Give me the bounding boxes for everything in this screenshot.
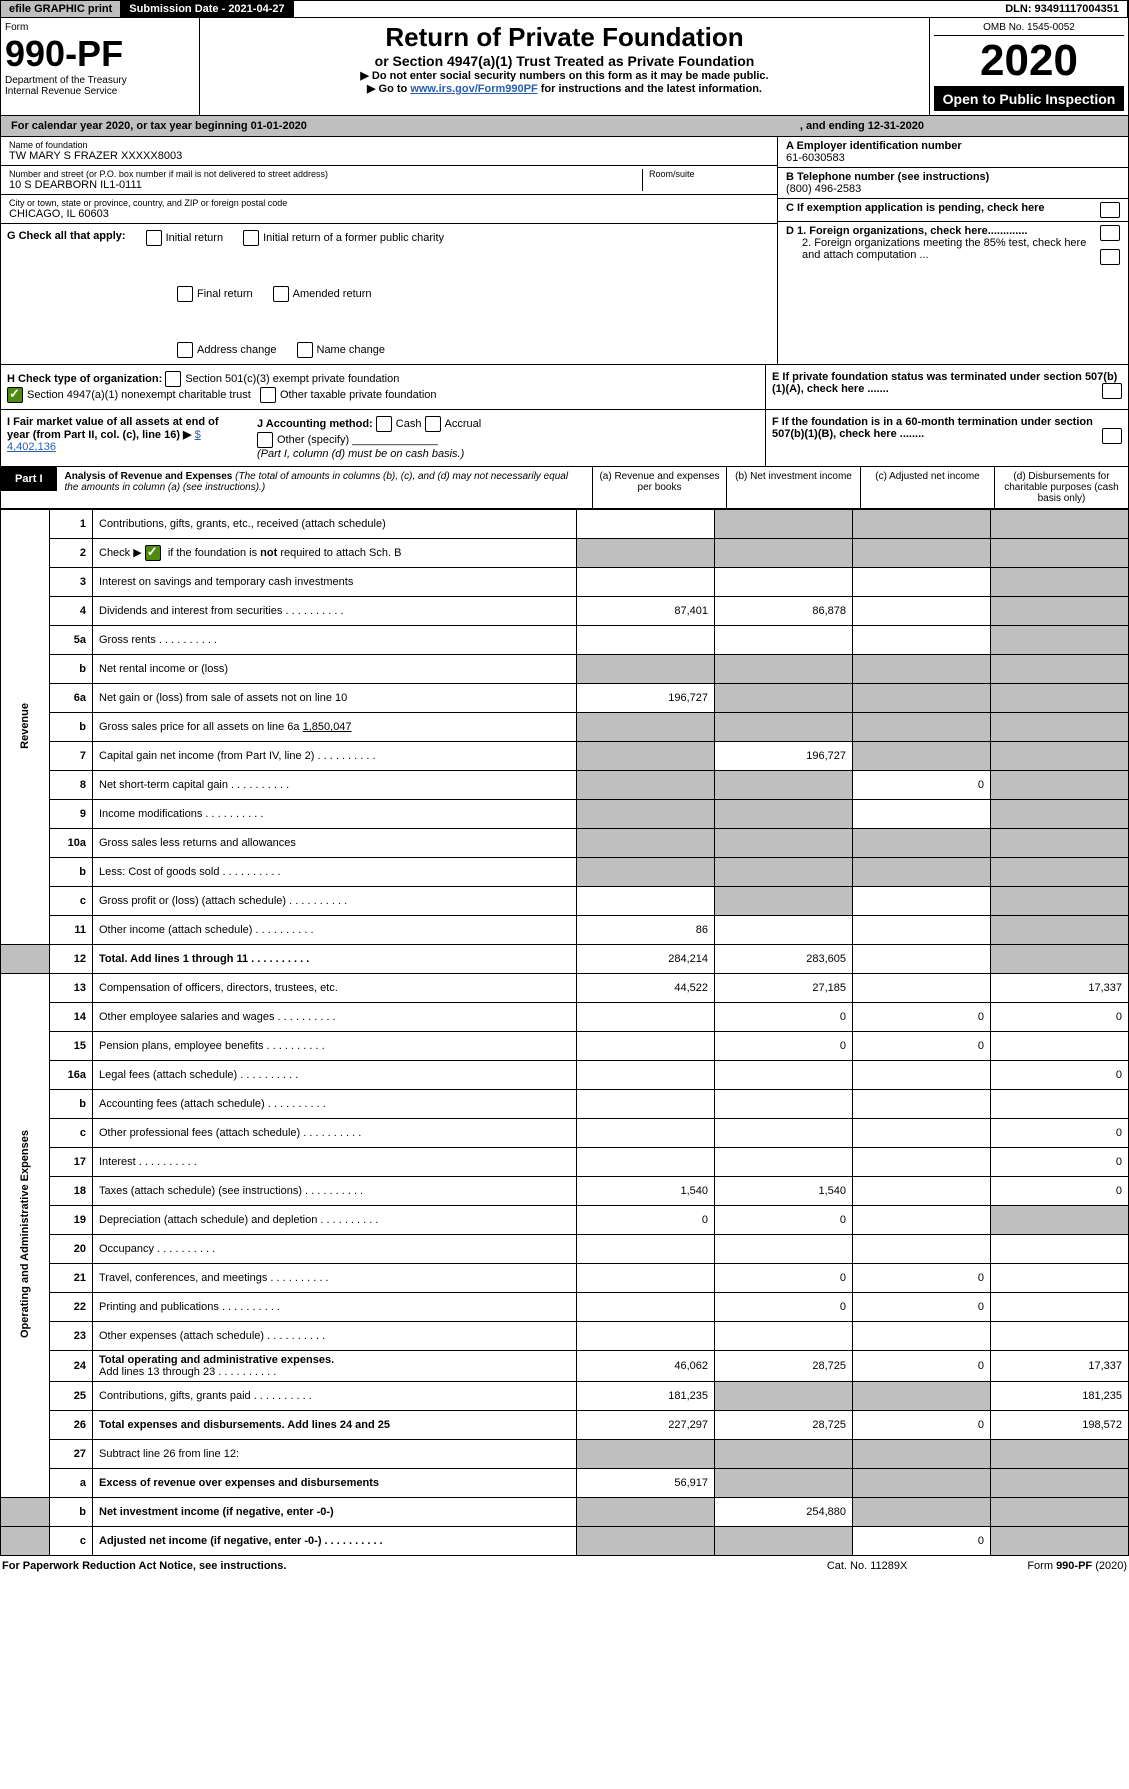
- amended-return-checkbox[interactable]: [273, 286, 289, 302]
- ssn-warning: ▶ Do not enter social security numbers o…: [204, 69, 925, 82]
- open-public: Open to Public Inspection: [934, 87, 1124, 111]
- other-method-checkbox[interactable]: [257, 432, 273, 448]
- form-subtitle: or Section 4947(a)(1) Trust Treated as P…: [204, 53, 925, 69]
- d2-checkbox[interactable]: [1100, 249, 1120, 265]
- irs-label: Internal Revenue Service: [5, 86, 195, 97]
- section-c-checkbox[interactable]: [1100, 202, 1120, 218]
- other-taxable-checkbox[interactable]: [260, 387, 276, 403]
- col-b-header: (b) Net investment income: [726, 467, 860, 508]
- omb-number: OMB No. 1545-0052: [934, 22, 1124, 36]
- final-return-checkbox[interactable]: [177, 286, 193, 302]
- part1-header: Part I Analysis of Revenue and Expenses …: [0, 467, 1129, 509]
- room-label: Room/suite: [649, 169, 769, 179]
- initial-former-checkbox[interactable]: [243, 230, 259, 246]
- section-c-label: C If exemption application is pending, c…: [786, 202, 1045, 214]
- instructions-link[interactable]: www.irs.gov/Form990PF: [410, 83, 537, 95]
- form-footer: Form 990-PF (2020): [1027, 1560, 1127, 1572]
- 4947a1-checkbox[interactable]: [7, 387, 23, 403]
- addr-label: Number and street (or P.O. box number if…: [9, 169, 642, 179]
- form-prefix: Form: [5, 22, 195, 33]
- section-ij-row: I Fair market value of all assets at end…: [0, 410, 1129, 467]
- cash-checkbox[interactable]: [376, 416, 392, 432]
- street-address: 10 S DEARBORN IL1-0111: [9, 179, 642, 191]
- d1-checkbox[interactable]: [1100, 225, 1120, 241]
- part1-table: Revenue 1Contributions, gifts, grants, e…: [0, 509, 1129, 1556]
- revenue-side-label: Revenue: [19, 703, 31, 749]
- name-change-checkbox[interactable]: [297, 342, 313, 358]
- schb-checkbox[interactable]: [145, 545, 161, 561]
- instructions-line: ▶ Go to www.irs.gov/Form990PF for instru…: [204, 82, 925, 95]
- form-title: Return of Private Foundation: [204, 22, 925, 53]
- calendar-bar: For calendar year 2020, or tax year begi…: [0, 116, 1129, 137]
- initial-return-checkbox[interactable]: [146, 230, 162, 246]
- ein-value: 61-6030583: [786, 152, 1120, 164]
- col-d-header: (d) Disbursements for charitable purpose…: [994, 467, 1128, 508]
- col-a-header: (a) Revenue and expenses per books: [592, 467, 726, 508]
- city-value: CHICAGO, IL 60603: [9, 208, 769, 220]
- tax-year: 2020: [934, 36, 1124, 87]
- d1-label: D 1. Foreign organizations, check here..…: [786, 225, 1027, 237]
- dln: DLN: 93491117004351: [997, 1, 1128, 17]
- city-label: City or town, state or province, country…: [9, 198, 769, 208]
- dept-label: Department of the Treasury: [5, 75, 195, 86]
- catalog-number: Cat. No. 11289X: [827, 1560, 908, 1572]
- 501c3-checkbox[interactable]: [165, 371, 181, 387]
- form-number: 990-PF: [5, 33, 195, 75]
- name-label: Name of foundation: [9, 140, 769, 150]
- accrual-checkbox[interactable]: [425, 416, 441, 432]
- paperwork-notice: For Paperwork Reduction Act Notice, see …: [2, 1560, 286, 1572]
- tel-value: (800) 496-2583: [786, 183, 1120, 195]
- line6b-underline: 1,850,047: [303, 721, 352, 733]
- top-bar: efile GRAPHIC print Submission Date - 20…: [0, 0, 1129, 18]
- section-h-row: H Check type of organization: Section 50…: [0, 365, 1129, 410]
- section-e-checkbox[interactable]: [1102, 383, 1122, 399]
- col-c-header: (c) Adjusted net income: [860, 467, 994, 508]
- address-change-checkbox[interactable]: [177, 342, 193, 358]
- section-f-label: F If the foundation is in a 60-month ter…: [772, 416, 1093, 440]
- submission-date: Submission Date - 2021-04-27: [121, 1, 293, 17]
- page-footer: For Paperwork Reduction Act Notice, see …: [0, 1556, 1129, 1576]
- entity-info: Name of foundation TW MARY S FRAZER XXXX…: [0, 137, 1129, 365]
- efile-label: efile GRAPHIC print: [1, 1, 121, 17]
- section-g: G Check all that apply: Initial return I…: [1, 224, 777, 364]
- foundation-name: TW MARY S FRAZER XXXXX8003: [9, 150, 769, 162]
- section-e-label: E If private foundation status was termi…: [772, 371, 1117, 395]
- tel-label: B Telephone number (see instructions): [786, 171, 1120, 183]
- section-f-checkbox[interactable]: [1102, 428, 1122, 444]
- form-header: Form 990-PF Department of the Treasury I…: [0, 18, 1129, 116]
- part1-tab: Part I: [1, 467, 57, 491]
- expenses-side-label: Operating and Administrative Expenses: [19, 1130, 31, 1338]
- d2-label: 2. Foreign organizations meeting the 85%…: [802, 237, 1086, 261]
- ein-label: A Employer identification number: [786, 140, 1120, 152]
